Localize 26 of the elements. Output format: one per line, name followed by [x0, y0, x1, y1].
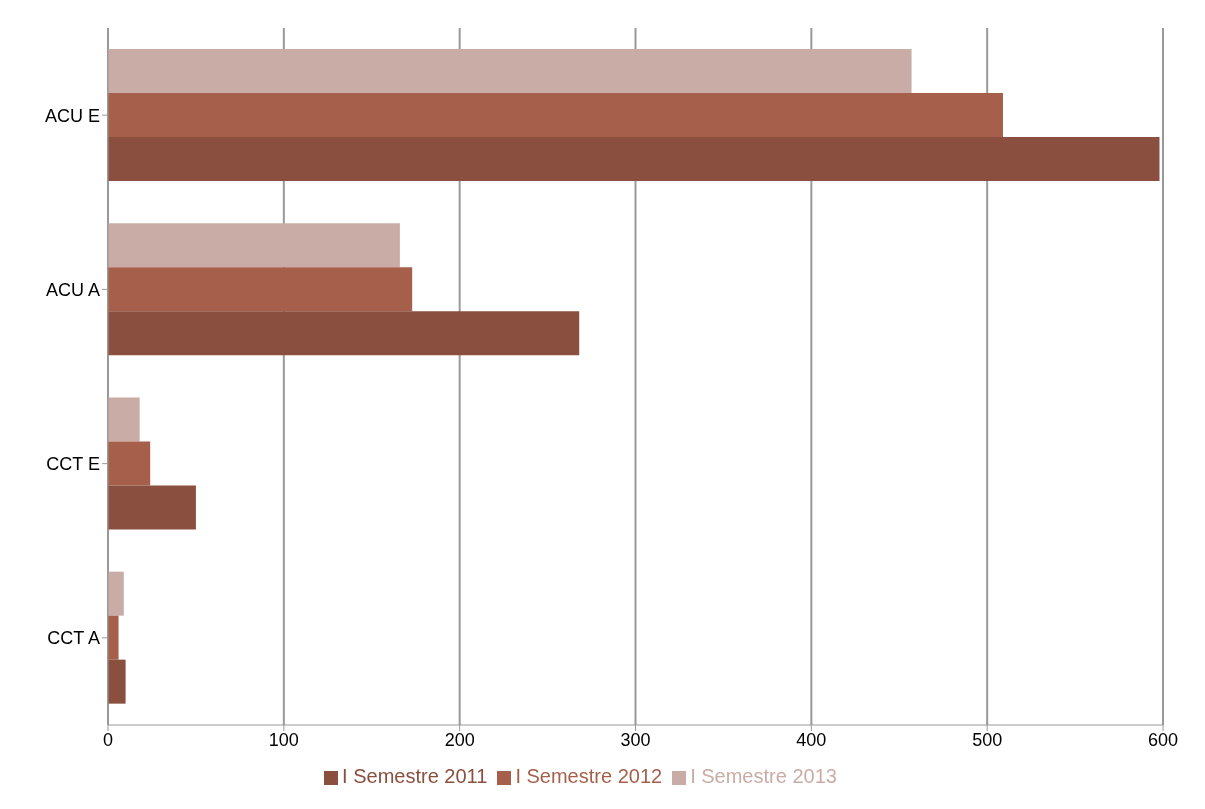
x-tick-label: 500 — [972, 729, 1003, 750]
x-tick-label: 400 — [796, 729, 827, 750]
y-tick-label: CCT E — [46, 454, 100, 475]
bar — [108, 223, 400, 268]
bar — [108, 267, 413, 312]
bar — [108, 397, 140, 442]
bar — [108, 311, 580, 356]
y-tick-label: ACU A — [45, 279, 100, 300]
x-tick-label: 600 — [1147, 729, 1179, 750]
legend-label: I Semestre 2013 — [690, 765, 837, 787]
x-tick-label: 0 — [102, 729, 114, 750]
x-tick-label: 200 — [444, 729, 475, 750]
bar — [108, 485, 196, 530]
x-tick-label: 100 — [268, 729, 299, 750]
bar — [108, 615, 119, 660]
y-tick-label: ACU E — [44, 105, 100, 126]
y-tick-label: CCT A — [47, 628, 100, 649]
bar — [108, 571, 124, 616]
legend-label: I Semestre 2012 — [515, 765, 663, 787]
bar — [108, 136, 1160, 181]
bar — [108, 659, 126, 704]
x-tick-label: 300 — [620, 729, 651, 750]
bar — [108, 48, 912, 93]
bar — [108, 92, 1003, 137]
bar — [108, 441, 151, 486]
legend-label: I Semestre 2011 — [342, 765, 488, 787]
